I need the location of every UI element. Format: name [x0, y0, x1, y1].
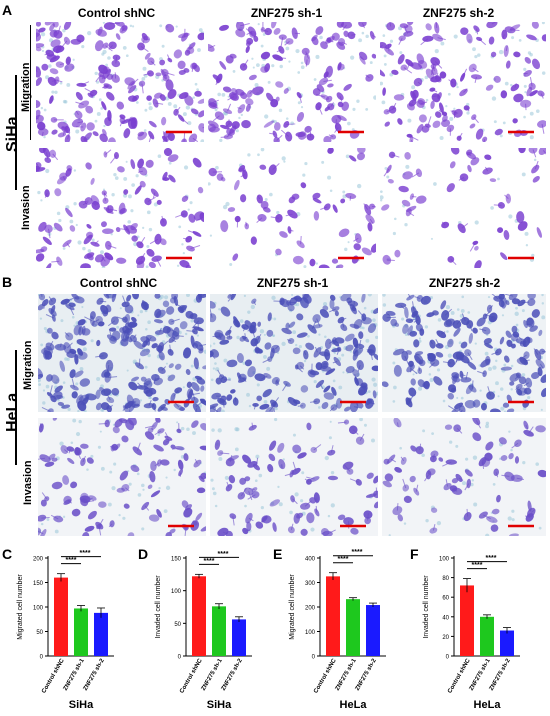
significance-label: ****: [352, 549, 363, 556]
x-tick-label: ZNF275 sh-2: [489, 657, 512, 691]
x-axis-label: HeLa: [340, 699, 368, 711]
row-label-invasion-a: Invasion: [20, 185, 32, 230]
micrograph-siha-migration-control: [36, 22, 204, 142]
significance-label: ****: [66, 557, 77, 564]
panel-letter-c: C: [2, 546, 13, 562]
micrograph-siha-invasion-sh2: [380, 148, 546, 268]
micrograph-siha-migration-sh1: [208, 22, 376, 142]
y-tick-label: 100: [171, 589, 182, 595]
y-tick-label: 0: [446, 655, 450, 661]
siha-bracket-line: [15, 75, 17, 190]
y-tick-label: 0: [312, 655, 316, 661]
bar: [94, 612, 108, 656]
y-tick-label: 400: [305, 557, 316, 563]
x-axis-label: HeLa: [474, 699, 502, 711]
column-title-sh2-b: ZNF275 sh-2: [428, 276, 501, 290]
x-tick-label: ZNF275 sh-1: [63, 657, 86, 691]
micrograph-siha-invasion-sh1: [208, 148, 376, 268]
y-tick-label: 50: [36, 630, 43, 636]
micrograph-hela-invasion-sh1: [210, 418, 378, 536]
micrograph-siha-migration-sh2: [380, 22, 546, 142]
y-tick-label: 0: [178, 655, 182, 661]
y-axis-label: Migrated cell number: [289, 574, 296, 640]
column-title-control-a: Control shNC: [77, 6, 156, 20]
x-tick-label: ZNF275 sh-1: [469, 657, 492, 691]
panel-letter-b: B: [2, 274, 13, 290]
bar: [460, 585, 474, 656]
panel-letter-e: E: [273, 546, 283, 562]
bar: [74, 608, 88, 656]
bar: [212, 606, 226, 656]
significance-label: ****: [472, 562, 483, 569]
y-tick-label: 0: [40, 655, 44, 661]
panel-letter-a: A: [2, 2, 13, 18]
y-tick-label: 150: [171, 557, 182, 563]
bar: [500, 630, 514, 656]
x-axis-label: SiHa: [207, 699, 232, 711]
hela-side-label: HeLa: [4, 392, 21, 432]
y-tick-label: 20: [442, 635, 449, 641]
bar: [54, 577, 68, 656]
bar: [326, 576, 340, 656]
y-axis-label: Invaded cell number: [155, 575, 162, 639]
significance-label: ****: [204, 558, 215, 565]
x-axis-label: SiHa: [69, 699, 94, 711]
y-tick-label: 300: [305, 581, 316, 587]
y-tick-label: 100: [439, 557, 450, 563]
row-label-invasion-b: Invasion: [22, 460, 34, 505]
row-label-migration-a: Migration: [20, 62, 32, 113]
y-tick-label: 50: [174, 622, 181, 628]
migration-line-a: [30, 25, 31, 140]
row-label-migration-b: Migration: [22, 340, 34, 391]
y-tick-label: 40: [442, 615, 449, 621]
bar: [366, 605, 380, 656]
column-title-control-b: Control shNC: [79, 276, 158, 290]
column-title-sh1-b: ZNF275 sh-1: [256, 276, 329, 290]
significance-label: ****: [218, 551, 229, 558]
bar: [480, 616, 494, 656]
y-tick-label: 200: [305, 606, 316, 612]
column-title-sh1-a: ZNF275 sh-1: [250, 6, 323, 20]
siha-side-label: SiHa: [4, 116, 21, 152]
column-title-sh2-a: ZNF275 sh-2: [422, 6, 495, 20]
bar: [232, 619, 246, 656]
micrograph-hela-invasion-control: [38, 418, 206, 536]
y-tick-label: 60: [442, 596, 449, 602]
y-tick-label: 100: [305, 630, 316, 636]
x-tick-label: ZNF275 sh-2: [355, 657, 378, 691]
bar: [192, 576, 206, 656]
micrograph-hela-migration-sh1: [210, 294, 378, 412]
significance-label: ****: [486, 555, 497, 562]
micrograph-siha-invasion-control: [36, 148, 204, 268]
bar: [346, 599, 360, 656]
significance-label: ****: [80, 550, 91, 557]
y-tick-label: 200: [33, 557, 44, 563]
micrograph-hela-invasion-sh2: [382, 418, 546, 536]
y-axis-label: Migrated cell number: [17, 574, 24, 640]
micrograph-hela-migration-control: [38, 294, 206, 412]
panel-letter-d: D: [138, 546, 149, 562]
x-tick-label: ZNF275 sh-2: [221, 657, 244, 691]
significance-label: ****: [338, 556, 349, 563]
x-tick-label: ZNF275 sh-1: [201, 657, 224, 691]
hela-bracket-line: [15, 350, 17, 465]
panel-letter-f: F: [410, 546, 419, 562]
y-tick-label: 150: [33, 581, 44, 587]
y-tick-label: 80: [442, 576, 449, 582]
micrograph-hela-migration-sh2: [382, 294, 546, 412]
y-axis-label: Invaded cell number: [423, 575, 430, 639]
x-tick-label: ZNF275 sh-2: [83, 657, 106, 691]
y-tick-label: 100: [33, 606, 44, 612]
x-tick-label: ZNF275 sh-1: [335, 657, 358, 691]
